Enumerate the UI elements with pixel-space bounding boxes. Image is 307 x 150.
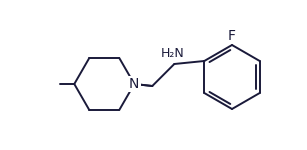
- Text: H₂N: H₂N: [161, 47, 184, 60]
- Text: N: N: [129, 77, 139, 91]
- Text: F: F: [228, 29, 236, 43]
- Text: N: N: [129, 77, 139, 91]
